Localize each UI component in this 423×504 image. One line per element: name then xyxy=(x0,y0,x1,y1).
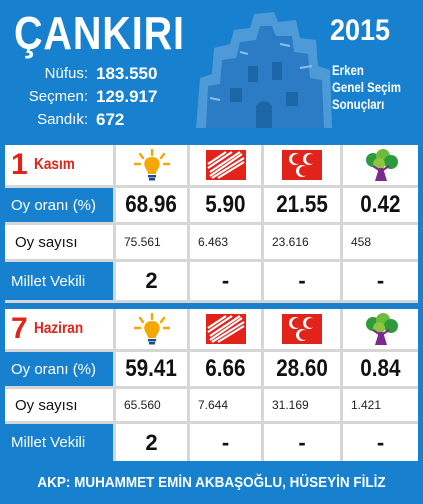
footer-text: AKP: MUHAMMET EMİN AKBAŞOĞLU, HÜSEYİN Fİ… xyxy=(37,474,386,491)
date-day: 1 xyxy=(11,148,28,181)
year-title: 2015 xyxy=(330,14,391,47)
mhp-logo-cell xyxy=(264,145,340,185)
hdp-votes: 1.421 xyxy=(343,389,418,421)
stat-value: 183.550 xyxy=(96,63,158,83)
mhp-logo-cell xyxy=(264,309,340,349)
hdp-share: 0.42 xyxy=(343,188,418,222)
chp-votes: 7.644 xyxy=(190,389,261,421)
akp-share: 59.41 xyxy=(116,352,187,386)
chp-seats: - xyxy=(190,262,261,300)
description-line: Erken xyxy=(332,62,364,78)
share-label: Oy oranı (%) xyxy=(5,352,113,386)
stat-label: Nüfus: xyxy=(44,65,88,82)
stat-value: 129.917 xyxy=(96,86,158,106)
stat-population: Nüfus: 183.550 xyxy=(12,62,158,85)
votes-label: Oy sayısı xyxy=(5,225,113,259)
share-label: Oy oranı (%) xyxy=(5,188,113,222)
akp-logo-cell xyxy=(116,309,187,349)
election-panel-november: 1 Kasım xyxy=(5,145,418,303)
chp-seats: - xyxy=(190,424,261,461)
stat-label: Sandık: xyxy=(37,111,88,128)
stat-voters: Seçmen: 129.917 xyxy=(12,85,158,108)
akp-seats: 2 xyxy=(116,424,187,461)
akp-share: 68.96 xyxy=(116,188,187,222)
footer-elected-deputies: AKP: MUHAMMET EMİN AKBAŞOĞLU, HÜSEYİN Fİ… xyxy=(0,461,423,504)
mhp-three-crescents-icon xyxy=(282,314,322,344)
hdp-logo-cell xyxy=(343,309,418,349)
mhp-three-crescents-icon xyxy=(282,150,322,180)
votes-label: Oy sayısı xyxy=(5,389,113,421)
hdp-votes: 458 xyxy=(343,225,418,259)
header: ÇANKIRI Nüfus: 183.550 Seçmen: 129.917 S… xyxy=(0,0,423,140)
akp-lightbulb-icon xyxy=(133,149,170,181)
stat-ballot-boxes: Sandık: 672 xyxy=(12,108,157,131)
election-date: 7 Haziran xyxy=(5,309,113,349)
date-month: Kasım xyxy=(33,156,75,173)
mhp-votes: 23.616 xyxy=(264,225,340,259)
mhp-share: 28.60 xyxy=(264,352,340,386)
akp-votes: 65.560 xyxy=(116,389,187,421)
city-title: ÇANKIRI xyxy=(14,7,185,59)
akp-votes: 75.561 xyxy=(116,225,187,259)
chp-six-arrows-icon xyxy=(205,314,246,344)
date-day: 7 xyxy=(11,312,28,345)
hdp-seats: - xyxy=(343,424,418,461)
chp-share: 6.66 xyxy=(190,352,261,386)
chp-logo-cell xyxy=(190,309,261,349)
mhp-seats: - xyxy=(264,262,340,300)
chp-votes: 6.463 xyxy=(190,225,261,259)
mhp-share: 21.55 xyxy=(264,188,340,222)
description-line: Genel Seçim xyxy=(332,79,401,95)
castle-icon xyxy=(196,12,332,128)
election-description: Erken Genel Seçim Sonuçları xyxy=(332,62,401,113)
election-panel-june: 7 Haziran xyxy=(5,309,418,461)
stats-list: Nüfus: 183.550 Seçmen: 129.917 Sandık: 6… xyxy=(12,62,158,131)
seats-label: Millet Vekili xyxy=(5,424,113,461)
chp-share: 5.90 xyxy=(190,188,261,222)
hdp-tree-icon xyxy=(365,149,398,181)
hdp-tree-icon xyxy=(365,313,398,345)
akp-logo-cell xyxy=(116,145,187,185)
akp-lightbulb-icon xyxy=(133,313,170,345)
chp-six-arrows-icon xyxy=(205,150,246,180)
mhp-seats: - xyxy=(264,424,340,461)
stat-value: 672 xyxy=(96,109,125,129)
seats-label: Millet Vekili xyxy=(5,262,113,300)
description-line: Sonuçları xyxy=(332,96,385,112)
hdp-seats: - xyxy=(343,262,418,300)
akp-seats: 2 xyxy=(116,262,187,300)
mhp-votes: 31.169 xyxy=(264,389,340,421)
hdp-share: 0.84 xyxy=(343,352,418,386)
stat-label: Seçmen: xyxy=(28,88,88,105)
date-month: Haziran xyxy=(33,320,83,337)
election-date: 1 Kasım xyxy=(5,145,113,185)
chp-logo-cell xyxy=(190,145,261,185)
hdp-logo-cell xyxy=(343,145,418,185)
